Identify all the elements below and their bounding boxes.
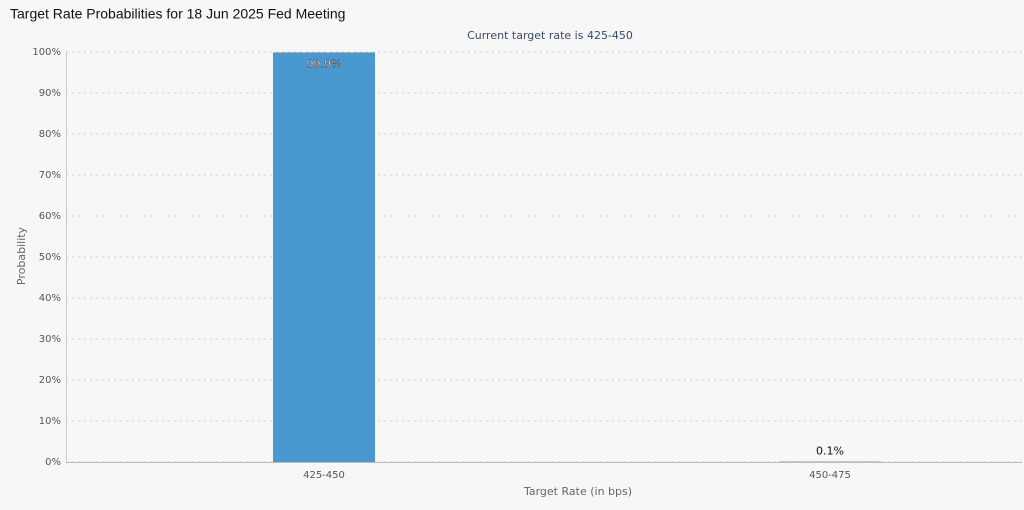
y-tick-label: 40% xyxy=(39,293,61,304)
x-tick-label: 425-450 xyxy=(303,470,345,481)
y-tick-label: 0% xyxy=(45,457,61,468)
bar xyxy=(273,52,375,462)
y-tick-label: 80% xyxy=(39,129,61,140)
y-tick-label: 100% xyxy=(32,47,61,58)
y-axis-label: Probability xyxy=(15,226,28,285)
y-tick-label: 60% xyxy=(39,211,61,222)
y-tick-label: 70% xyxy=(39,170,61,181)
y-tick-label: 30% xyxy=(39,334,61,345)
y-tick-label: 50% xyxy=(39,252,61,263)
y-tick-label: 20% xyxy=(39,375,61,386)
x-tick-label: 450-475 xyxy=(809,470,851,481)
chart-subtitle: Current target rate is 425-450 xyxy=(467,29,633,42)
y-tick-label: 10% xyxy=(39,416,61,427)
chart-title: Target Rate Probabilities for 18 Jun 202… xyxy=(10,6,345,22)
x-axis-label: Target Rate (in bps) xyxy=(523,485,632,498)
data-label: 99.9% xyxy=(307,57,342,70)
data-label: 0.1% xyxy=(816,445,844,458)
y-tick-label: 90% xyxy=(39,88,61,99)
